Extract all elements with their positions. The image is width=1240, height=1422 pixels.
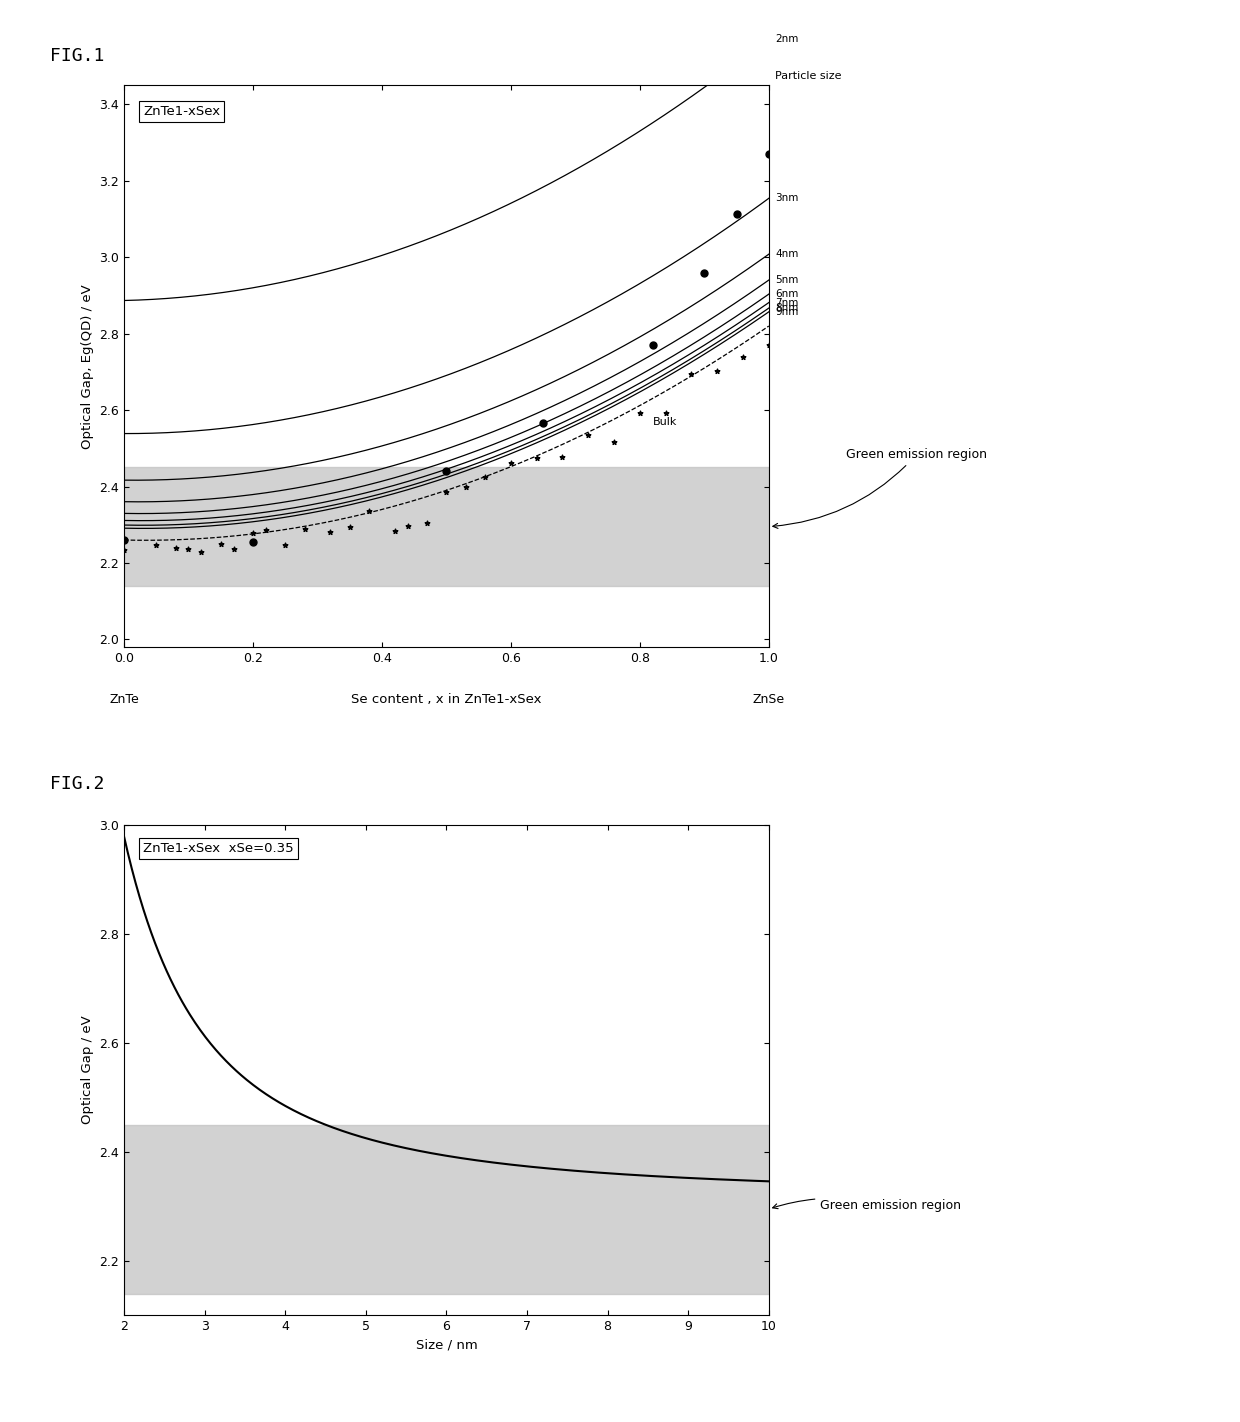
Bar xyxy=(124,468,769,586)
Text: 6nm: 6nm xyxy=(775,289,799,299)
Point xyxy=(191,540,211,563)
Point xyxy=(360,499,379,522)
Point xyxy=(179,538,198,560)
Point xyxy=(553,445,573,468)
Text: Green emission region: Green emission region xyxy=(773,448,987,529)
Point xyxy=(223,538,243,560)
Point xyxy=(682,363,702,385)
Point xyxy=(759,333,779,356)
Text: FIG.1: FIG.1 xyxy=(50,47,104,65)
Point xyxy=(146,533,166,556)
Point xyxy=(275,533,295,556)
Text: ZnTe: ZnTe xyxy=(109,693,139,705)
Bar xyxy=(124,1125,769,1294)
Point xyxy=(436,481,456,503)
Point xyxy=(211,533,231,556)
Point xyxy=(417,512,436,535)
Text: ZnTe1-xSex: ZnTe1-xSex xyxy=(144,105,221,118)
Point xyxy=(436,459,456,482)
Text: Bulk: Bulk xyxy=(652,417,677,427)
Point xyxy=(630,401,650,424)
X-axis label: Size / nm: Size / nm xyxy=(415,1338,477,1352)
Text: Green emission region: Green emission region xyxy=(773,1199,961,1212)
Text: Particle size: Particle size xyxy=(775,71,842,81)
Point xyxy=(114,529,134,552)
Point xyxy=(320,520,340,543)
Text: 2nm: 2nm xyxy=(775,34,799,44)
Point xyxy=(398,515,418,538)
Point xyxy=(527,447,547,469)
Point xyxy=(533,411,553,434)
Point xyxy=(707,360,727,383)
Point xyxy=(166,536,186,559)
Point xyxy=(501,452,521,475)
Text: ZnSe: ZnSe xyxy=(753,693,785,705)
Text: 4nm: 4nm xyxy=(775,249,799,259)
Y-axis label: Optical Gap, Eg(QD) / eV: Optical Gap, Eg(QD) / eV xyxy=(81,284,94,448)
Point xyxy=(578,424,598,447)
X-axis label: Se content , x in ZnTe1-xSex: Se content , x in ZnTe1-xSex xyxy=(351,693,542,705)
Point xyxy=(733,346,753,368)
Text: 3nm: 3nm xyxy=(775,193,799,203)
Text: 8nm: 8nm xyxy=(775,303,799,313)
Point xyxy=(456,475,476,498)
Point xyxy=(255,518,275,540)
Point xyxy=(295,518,315,540)
Point xyxy=(243,530,263,553)
Point xyxy=(384,519,404,542)
Text: ZnTe1-xSex  xSe=0.35: ZnTe1-xSex xSe=0.35 xyxy=(144,842,294,855)
Y-axis label: Optical Gap / eV: Optical Gap / eV xyxy=(81,1015,94,1125)
Point xyxy=(759,142,779,165)
Point xyxy=(475,465,495,488)
Point xyxy=(642,334,662,357)
Text: 9nm: 9nm xyxy=(775,307,799,317)
Point xyxy=(727,202,746,225)
Point xyxy=(114,539,134,562)
Point xyxy=(340,515,360,538)
Point xyxy=(694,262,714,284)
Point xyxy=(656,402,676,425)
Text: 7nm: 7nm xyxy=(775,297,799,307)
Text: 5nm: 5nm xyxy=(775,274,799,284)
Point xyxy=(604,431,624,454)
Text: FIG.2: FIG.2 xyxy=(50,775,104,793)
Point xyxy=(243,522,263,545)
